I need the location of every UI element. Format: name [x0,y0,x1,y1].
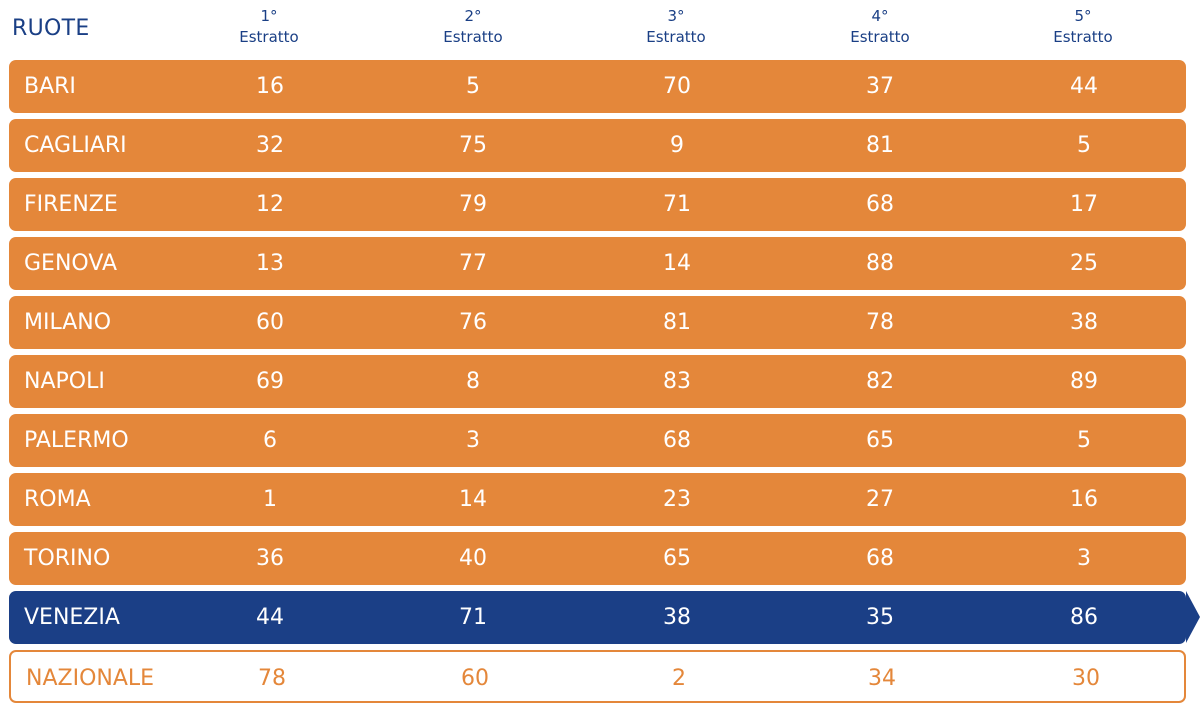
estratto-ordinal: 4° [871,7,889,25]
city-name: NAZIONALE [26,666,155,691]
city-name: MILANO [24,310,112,335]
city-name: TORINO [24,546,111,571]
number-cell: 71 [459,605,487,630]
number-cell: 14 [459,487,487,512]
number-cell: 32 [256,133,284,158]
number-cell: 89 [1070,369,1098,394]
number-cell: 5 [1077,133,1091,158]
city-name: ROMA [24,487,91,512]
table-row-bari[interactable]: BARI 16 5 70 37 44 [9,60,1186,113]
number-cell: 77 [459,251,487,276]
number-cell: 76 [459,310,487,335]
city-name: NAPOLI [24,369,105,394]
number-cell: 25 [1070,251,1098,276]
number-cell: 69 [256,369,284,394]
estratto-2-header: 2° Estratto [403,6,543,48]
table-row-nazionale[interactable]: NAZIONALE 78 60 2 34 30 [9,650,1186,703]
estratto-1-header: 1° Estratto [199,6,339,48]
number-cell: 5 [466,74,480,99]
number-cell: 81 [663,310,691,335]
number-cell: 16 [256,74,284,99]
number-cell: 86 [1070,605,1098,630]
number-cell: 75 [459,133,487,158]
table-row-roma[interactable]: ROMA 1 14 23 27 16 [9,473,1186,526]
table-row-venezia-selected[interactable]: VENEZIA 44 71 38 35 86 [9,591,1200,644]
number-cell: 16 [1070,487,1098,512]
number-cell: 70 [663,74,691,99]
number-cell: 14 [663,251,691,276]
city-name: PALERMO [24,428,129,453]
number-cell: 60 [256,310,284,335]
number-cell: 2 [672,666,686,691]
number-cell: 13 [256,251,284,276]
number-cell: 78 [866,310,894,335]
table-row-cagliari[interactable]: CAGLIARI 32 75 9 81 5 [9,119,1186,172]
estratto-ordinal: 2° [464,7,482,25]
number-cell: 82 [866,369,894,394]
number-cell: 35 [866,605,894,630]
estratto-5-header: 5° Estratto [1013,6,1153,48]
number-cell: 65 [663,546,691,571]
number-cell: 71 [663,192,691,217]
estratto-ordinal: 3° [667,7,685,25]
number-cell: 68 [663,428,691,453]
number-cell: 6 [263,428,277,453]
number-cell: 68 [866,546,894,571]
estratto-ordinal: 5° [1074,7,1092,25]
number-cell: 27 [866,487,894,512]
number-cell: 12 [256,192,284,217]
estratto-label: Estratto [1053,28,1113,46]
number-cell: 65 [866,428,894,453]
number-cell: 1 [263,487,277,512]
number-cell: 68 [866,192,894,217]
city-name: VENEZIA [24,605,120,630]
number-cell: 9 [670,133,684,158]
table-row-torino[interactable]: TORINO 36 40 65 68 3 [9,532,1186,585]
table-row-milano[interactable]: MILANO 60 76 81 78 38 [9,296,1186,349]
estratto-label: Estratto [646,28,706,46]
table-row-palermo[interactable]: PALERMO 6 3 68 65 5 [9,414,1186,467]
selected-row-arrow-icon [1186,591,1200,643]
number-cell: 8 [466,369,480,394]
city-name: BARI [24,74,76,99]
estratto-label: Estratto [850,28,910,46]
estratto-3-header: 3° Estratto [606,6,746,48]
number-cell: 83 [663,369,691,394]
city-name: GENOVA [24,251,118,276]
number-cell: 3 [466,428,480,453]
table-row-genova[interactable]: GENOVA 13 77 14 88 25 [9,237,1186,290]
number-cell: 78 [258,666,286,691]
estratto-label: Estratto [443,28,503,46]
number-cell: 40 [459,546,487,571]
table-header: RUOTE 1° Estratto 2° Estratto 3° Estratt… [0,0,1200,58]
number-cell: 34 [868,666,896,691]
number-cell: 17 [1070,192,1098,217]
number-cell: 5 [1077,428,1091,453]
number-cell: 23 [663,487,691,512]
number-cell: 38 [663,605,691,630]
estratto-4-header: 4° Estratto [810,6,950,48]
ruote-column-header: RUOTE [12,16,90,41]
number-cell: 88 [866,251,894,276]
number-cell: 37 [866,74,894,99]
number-cell: 3 [1077,546,1091,571]
number-cell: 36 [256,546,284,571]
city-name: FIRENZE [24,192,118,217]
number-cell: 81 [866,133,894,158]
table-row-napoli[interactable]: NAPOLI 69 8 83 82 89 [9,355,1186,408]
number-cell: 44 [1070,74,1098,99]
number-cell: 44 [256,605,284,630]
estratto-label: Estratto [239,28,299,46]
number-cell: 30 [1072,666,1100,691]
number-cell: 60 [461,666,489,691]
number-cell: 38 [1070,310,1098,335]
table-row-firenze[interactable]: FIRENZE 12 79 71 68 17 [9,178,1186,231]
estratto-ordinal: 1° [260,7,278,25]
number-cell: 79 [459,192,487,217]
city-name: CAGLIARI [24,133,127,158]
results-table: BARI 16 5 70 37 44 CAGLIARI 32 75 9 81 5… [9,60,1200,709]
